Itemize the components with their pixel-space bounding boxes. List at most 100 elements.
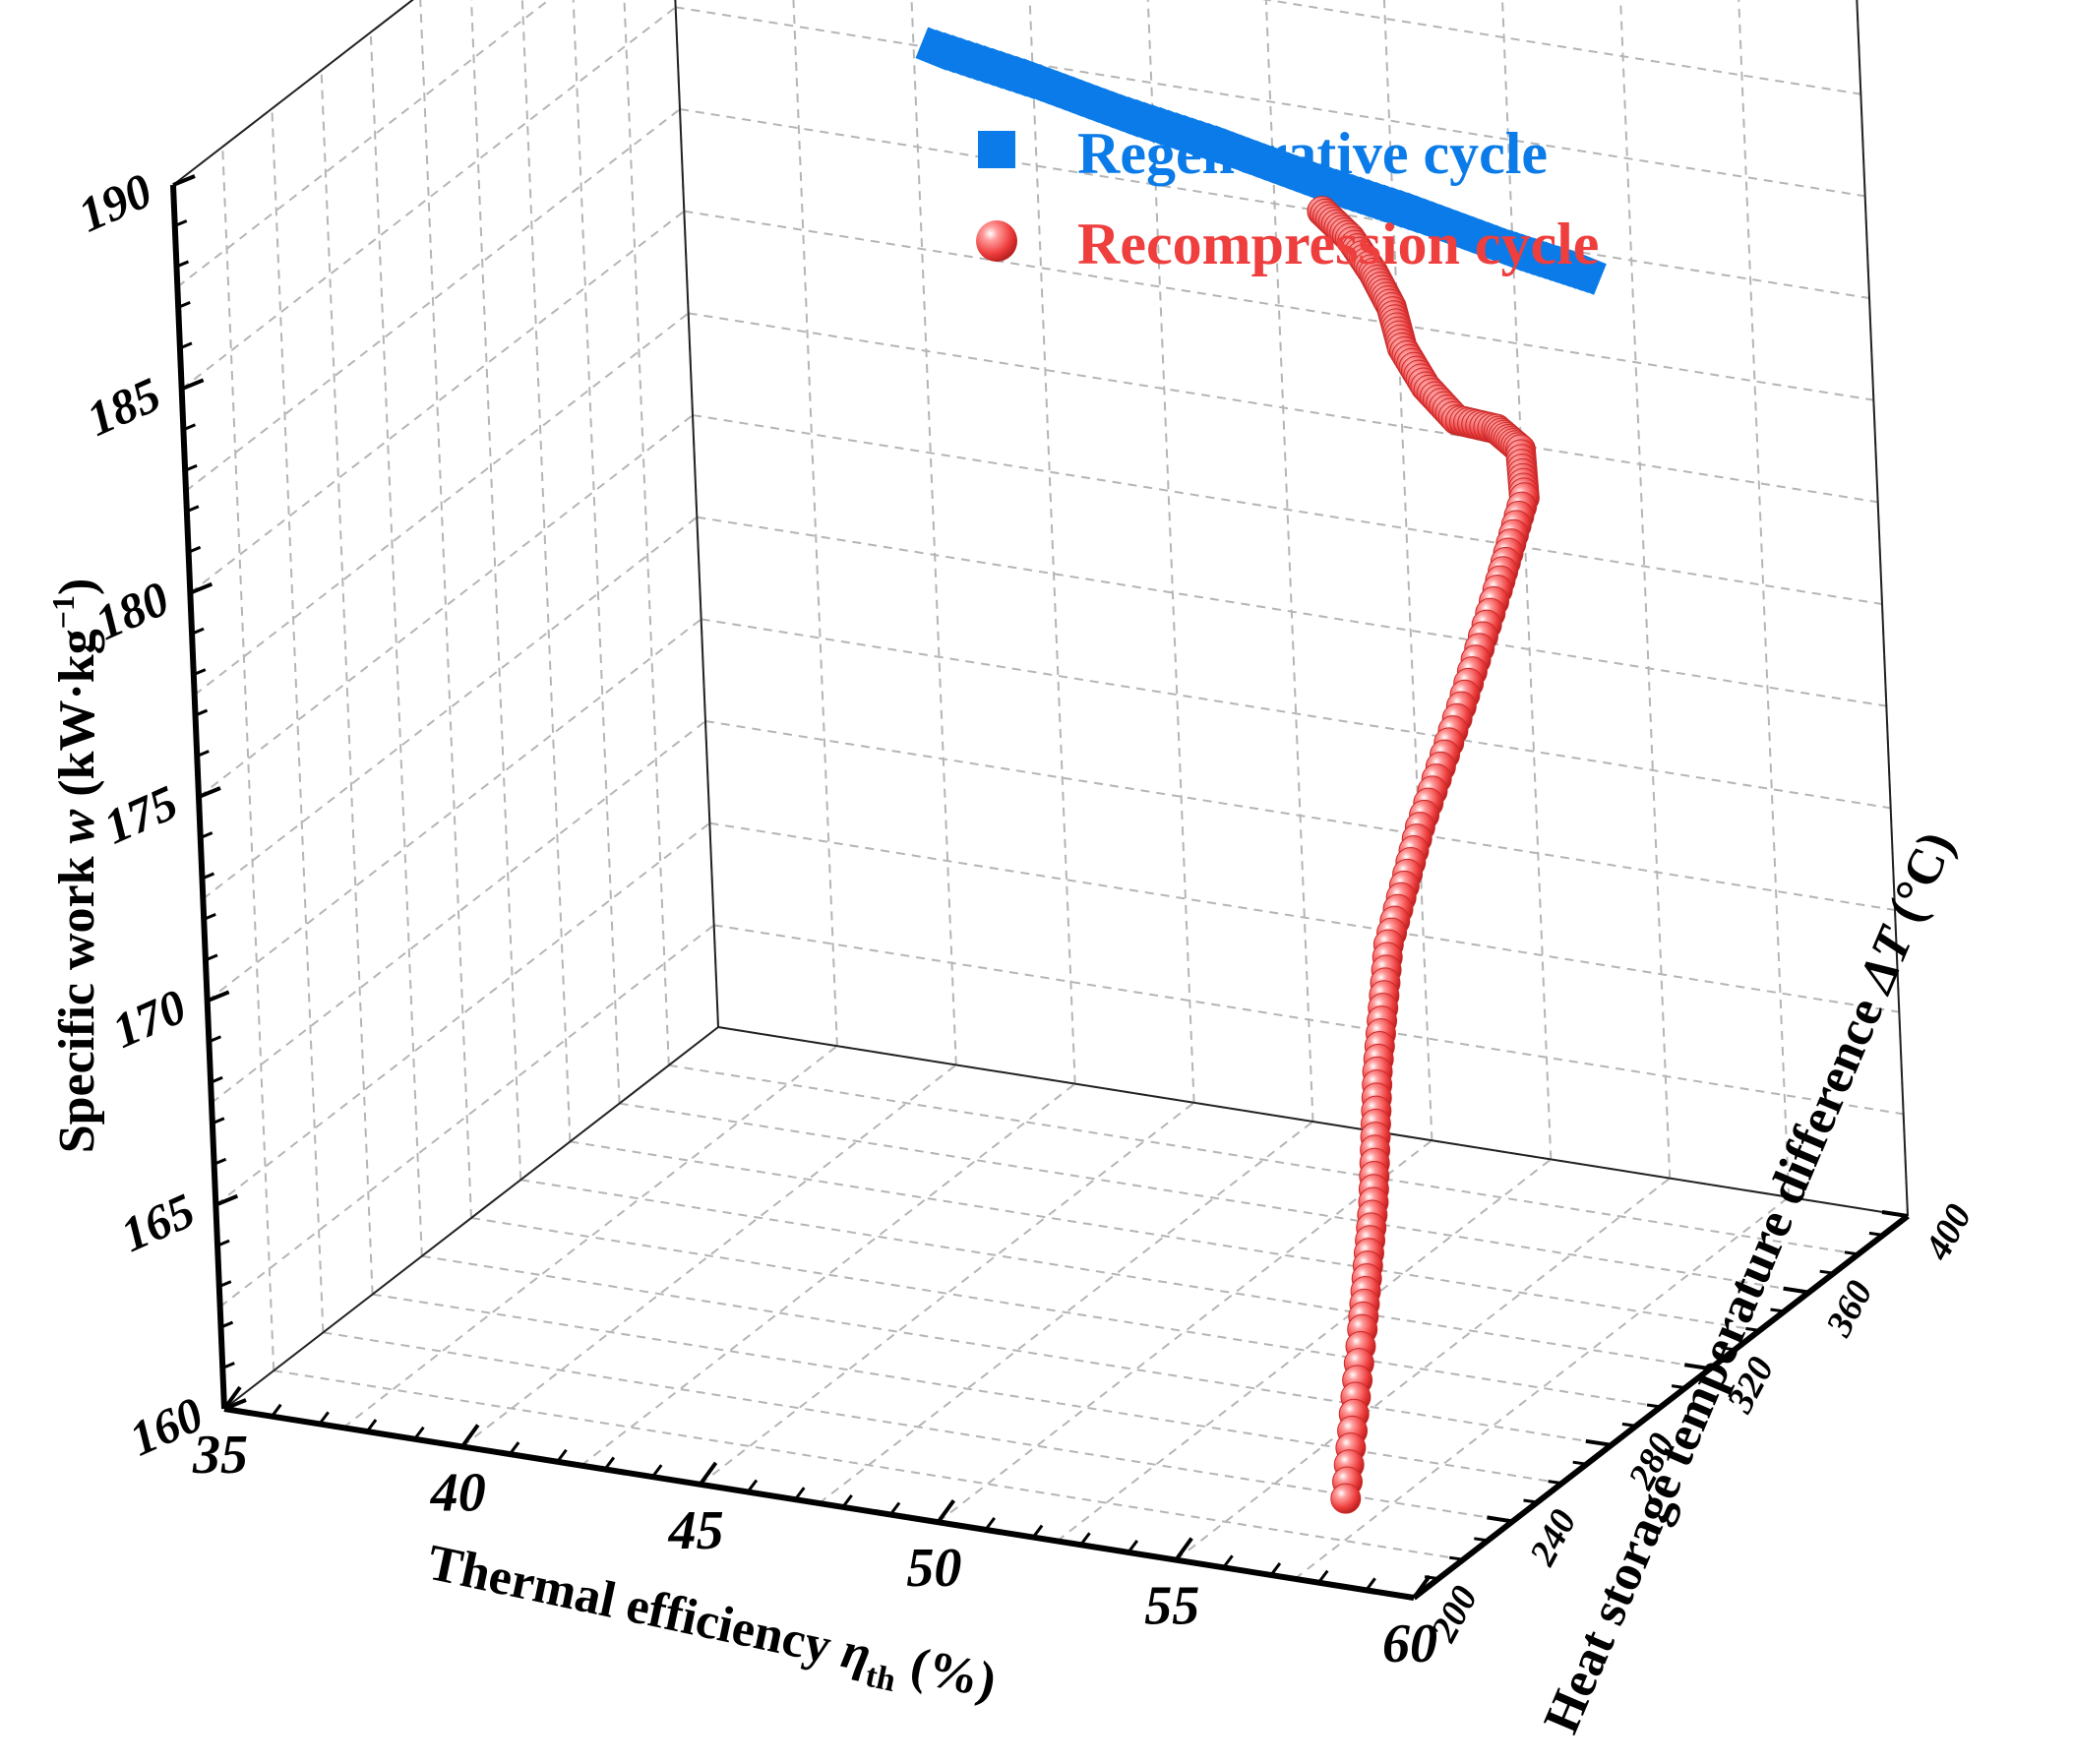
z-tick-minor <box>212 1117 225 1125</box>
grid-line-z-left <box>172 0 414 186</box>
z-tick-minor <box>218 1280 232 1288</box>
grid-line-y-floor <box>520 1179 1711 1370</box>
grid-line-x-back <box>910 0 957 1065</box>
y-tick-major <box>1683 1363 1711 1371</box>
grid-line-z-left <box>211 720 706 1104</box>
grid-line-x-back <box>792 0 838 1047</box>
y-axis-label-unit: (°C) <box>1872 823 1965 942</box>
regenerative-marker <box>1562 251 1607 295</box>
grid-line-y-left <box>623 0 670 1065</box>
grid-line-z-back <box>675 6 1865 198</box>
y-tick-minor <box>1844 1250 1860 1256</box>
box-edge-back-right <box>1856 0 1909 1217</box>
grid-line-y-floor <box>668 1064 1859 1255</box>
z-tick-major <box>198 786 221 799</box>
grid-line-z-left <box>202 516 698 900</box>
z-tick-minor <box>177 301 191 309</box>
z-tick-minor <box>175 260 190 269</box>
grid-line-z-left <box>214 821 710 1206</box>
x-tick-minor <box>1127 1540 1139 1553</box>
z-tick-major <box>180 378 205 392</box>
box-edge-floor-back <box>717 1026 1909 1217</box>
y-tick-label: 400 <box>1917 1197 1980 1267</box>
grid-line-y-left <box>271 108 325 1333</box>
z-tick-major <box>172 174 196 187</box>
y-tick-major <box>1881 1210 1909 1218</box>
x-tick-major <box>1412 1574 1432 1600</box>
z-tick-minor <box>201 872 215 881</box>
grid-line-z-left <box>176 0 551 288</box>
z-tick-label: 190 <box>70 162 159 243</box>
x-tick-label: 60 <box>1382 1613 1437 1674</box>
grid-line-y-floor <box>323 1331 1513 1523</box>
grid-line-z-left <box>181 6 677 391</box>
z-tick-minor <box>196 750 210 758</box>
x-tick-major <box>1174 1537 1193 1561</box>
y-tick-label: 240 <box>1521 1503 1584 1573</box>
grid-line-y-left <box>470 0 522 1181</box>
grid-line-z-back <box>692 414 1883 605</box>
y-tick-major <box>1585 1438 1613 1447</box>
grid-line-x-floor <box>699 1102 1195 1486</box>
z-tick-minor <box>174 219 188 227</box>
z-tick-minor <box>193 668 207 676</box>
grid-line-y-left <box>221 147 275 1371</box>
y-tick-minor <box>1448 1555 1464 1561</box>
x-tick-label: 45 <box>668 1500 724 1561</box>
box-edge-top-left <box>172 0 414 186</box>
legend: Regenerative cycle Recompression cycle <box>976 121 1599 276</box>
x-tick-minor <box>651 1464 663 1479</box>
z-tick-label: 185 <box>79 366 168 447</box>
recompression-marker <box>1330 1483 1362 1514</box>
grid-line-x-floor <box>342 1045 838 1429</box>
z-tick-minor <box>200 831 213 839</box>
grid-line-z-left <box>207 618 702 1003</box>
x-axis-label-unit: (%) <box>893 1634 1001 1709</box>
x-tick-label: 50 <box>906 1538 961 1599</box>
grid-line-x-floor <box>1294 1196 1790 1580</box>
z-tick-minor <box>216 1239 230 1247</box>
x-tick-minor <box>508 1441 520 1455</box>
grid-line-y-floor <box>619 1102 1809 1294</box>
x-tick-major <box>936 1499 956 1524</box>
z-tick-label: 175 <box>95 774 185 855</box>
y-tick-minor <box>1474 1537 1489 1543</box>
z-tick-label: 170 <box>104 978 194 1059</box>
grid-line-y-floor <box>470 1217 1662 1408</box>
y-tick-minor <box>1548 1480 1562 1486</box>
x-tick-label: 55 <box>1144 1576 1199 1637</box>
x-tick-major <box>460 1424 480 1448</box>
grid-line-y-left <box>369 31 423 1256</box>
y-tick-minor <box>1424 1575 1439 1581</box>
z-tick-minor <box>194 708 209 717</box>
grid-lines <box>172 0 1909 1599</box>
z-tick-minor <box>186 505 200 514</box>
x-tick-minor <box>1031 1524 1044 1539</box>
grid-line-y-left <box>320 70 374 1295</box>
z-tick-minor <box>205 953 218 962</box>
z-axis-label-close: ) <box>49 578 105 595</box>
x-tick-label: 40 <box>430 1462 486 1523</box>
grid-line-x-back <box>1028 0 1076 1084</box>
grid-line-z-left <box>185 108 681 492</box>
grid-line-y-floor <box>372 1293 1562 1485</box>
y-tick-minor <box>1572 1460 1587 1466</box>
grid-line-x-back <box>1619 0 1672 1179</box>
z-tick-minor <box>219 1320 234 1329</box>
grid-line-x-floor <box>461 1064 957 1448</box>
grid-line-y-left <box>674 0 719 1028</box>
y-tick-minor <box>1646 1403 1662 1409</box>
y-tick-minor <box>1770 1308 1785 1313</box>
z-tick-major <box>214 1193 239 1207</box>
x-axis-label-subscript: th <box>862 1658 898 1699</box>
x-tick-major <box>698 1461 718 1486</box>
x-tick-minor <box>556 1448 568 1463</box>
x-tick-minor <box>794 1487 806 1501</box>
grid-line-z-left <box>219 924 715 1308</box>
grid-line-z-back <box>709 821 1900 1013</box>
z-tick-minor <box>221 1362 235 1369</box>
x-tick-major <box>222 1385 242 1411</box>
z-axis-label-unit-sup: −1 <box>45 595 81 629</box>
x-tick-minor <box>888 1501 901 1516</box>
grid-line-y-left <box>572 0 621 1104</box>
